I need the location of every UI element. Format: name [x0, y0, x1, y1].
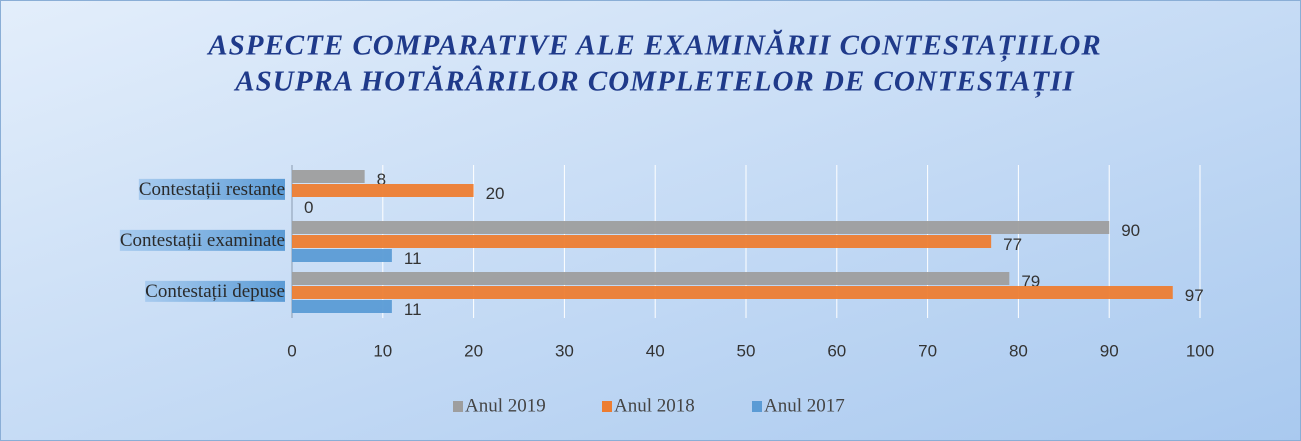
x-tick-label: 90 [1100, 341, 1119, 360]
legend-label: Anul 2019 [465, 395, 546, 416]
legend-swatch [602, 401, 612, 412]
x-tick-label: 30 [555, 341, 574, 360]
legend-swatch [453, 401, 463, 412]
legend-swatch [752, 401, 762, 412]
legend-label: Anul 2017 [764, 395, 845, 416]
x-tick-label: 80 [1009, 341, 1028, 360]
data-label: 77 [1003, 235, 1022, 254]
x-tick-label: 20 [464, 341, 483, 360]
chart-title: ASPECTE COMPARATIVE ALE EXAMINĂRII CONTE… [206, 29, 1101, 63]
bar [292, 272, 1010, 285]
bar [292, 300, 392, 313]
data-label: 90 [1121, 221, 1140, 240]
category-highlight [145, 280, 285, 302]
x-tick-label: 50 [737, 341, 756, 360]
data-label: 8 [377, 170, 386, 189]
y-tick-label: Contestații restante [139, 179, 285, 200]
x-tick-label: 70 [918, 341, 937, 360]
bar [292, 184, 474, 197]
x-tick-label: 100 [1186, 341, 1214, 360]
category-highlight [138, 178, 285, 200]
bar [292, 235, 992, 248]
bar [292, 249, 392, 262]
chart-title: ASUPRA HOTĂRÂRILOR COMPLETELOR DE CONTES… [233, 65, 1075, 99]
data-label: 97 [1185, 286, 1204, 305]
category-highlight [119, 229, 285, 251]
data-label: 20 [486, 184, 505, 203]
y-tick-label: Contestații examinate [120, 230, 285, 251]
x-tick-label: 10 [373, 341, 392, 360]
x-tick-label: 60 [827, 341, 846, 360]
y-tick-label: Contestații depuse [145, 281, 285, 302]
bar [292, 221, 1110, 234]
bar [292, 286, 1173, 299]
data-label: 11 [404, 249, 422, 268]
bar [292, 170, 365, 183]
legend-label: Anul 2018 [614, 395, 695, 416]
x-tick-label: 40 [646, 341, 665, 360]
data-label: 0 [304, 198, 313, 217]
x-tick-label: 0 [287, 341, 296, 360]
data-label: 11 [404, 300, 422, 319]
